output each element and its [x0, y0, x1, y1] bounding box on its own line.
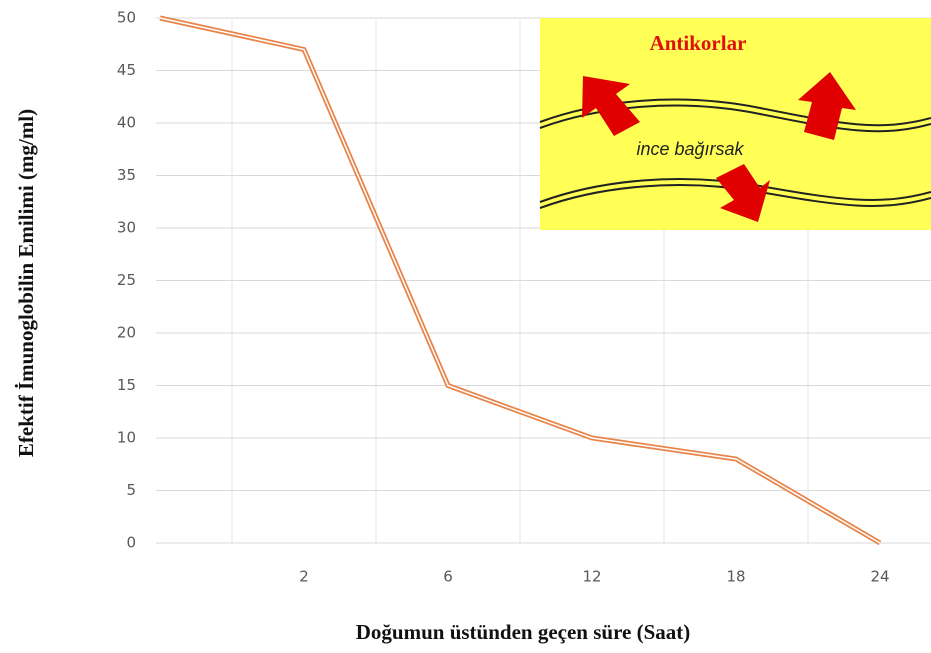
x-tick-label: 6	[443, 568, 453, 586]
x-tick-label: 24	[870, 568, 889, 586]
y-tick-label: 20	[117, 324, 136, 342]
annotation: ince bağırsak	[636, 139, 744, 159]
y-tick-label: 10	[117, 429, 136, 447]
y-tick-label: 50	[117, 9, 136, 27]
y-tick-label: 25	[117, 271, 136, 289]
annotation: Antikorlar	[650, 31, 747, 55]
x-axis-title: Doğumun üstünden geçen süre (Saat)	[356, 620, 691, 644]
x-tick-label: 2	[299, 568, 309, 586]
y-tick-label: 40	[117, 114, 136, 132]
y-tick-label: 35	[117, 166, 136, 184]
x-tick-label: 18	[726, 568, 745, 586]
y-tick-label: 5	[126, 481, 136, 499]
y-axis-title: Efektif İmunoglobilin Emilimi (mg/ml)	[14, 109, 38, 457]
y-tick-label: 0	[126, 534, 136, 552]
y-tick-label: 30	[117, 219, 136, 237]
x-tick-label: 12	[582, 568, 601, 586]
y-tick-label: 15	[117, 376, 136, 394]
y-tick-label: 45	[117, 61, 136, 79]
chart: Doğumun üstünden geçen süre (Saat) Efekt…	[0, 0, 931, 653]
inset-image: Antikorlar ince bağırsak	[540, 18, 931, 230]
